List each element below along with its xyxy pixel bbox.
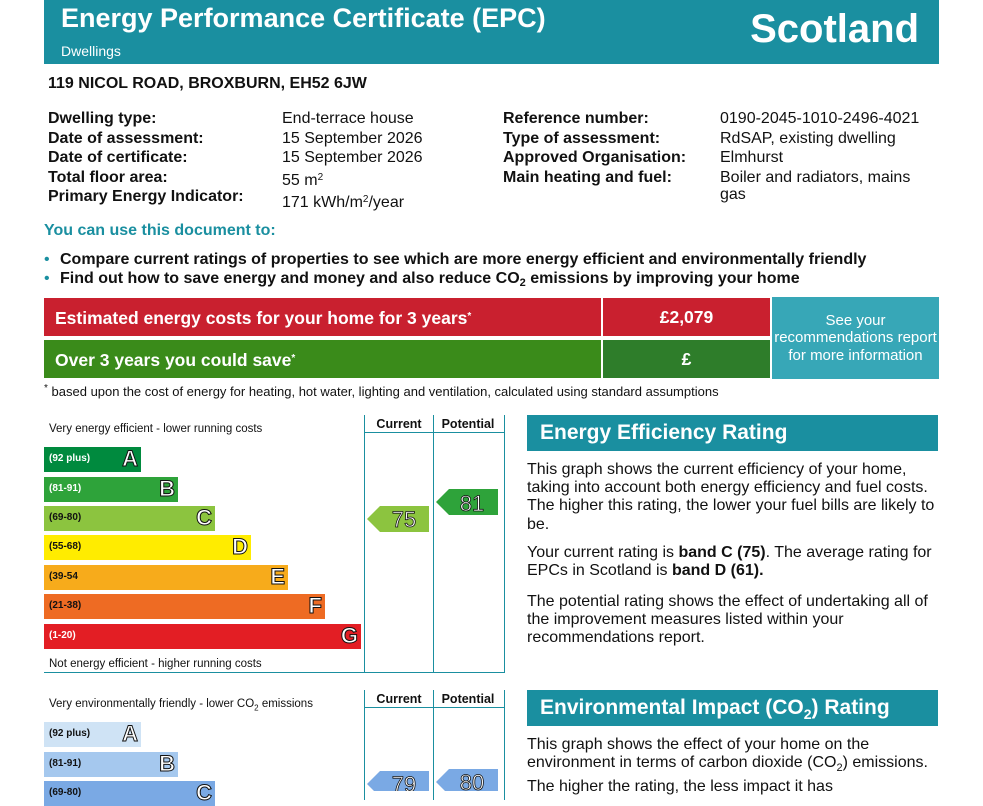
env-graph-frame: [364, 690, 505, 800]
savings-value: £: [603, 340, 770, 378]
env-col-potential: Potential: [441, 692, 495, 706]
bullet-save: • Find out how to save energy and money a…: [44, 270, 800, 289]
energy-band-a: (92 plus) A: [44, 446, 141, 472]
env-graph-header-line: [364, 707, 504, 708]
detail-label: Type of assessment:: [503, 129, 661, 147]
heating-fuel-value-line2: gas: [720, 186, 746, 203]
approved-organisation-value: Elmhurst: [720, 149, 784, 166]
use-document-heading: You can use this document to:: [44, 222, 276, 239]
env-rating-para1: This graph shows the effect of your home…: [527, 736, 928, 795]
estimated-cost-value: £2,079: [603, 298, 770, 336]
detail-label: Total floor area:: [48, 168, 168, 186]
energy-band-c: (69-80) C: [44, 505, 215, 531]
cost-footnote: * based upon the cost of energy for heat…: [44, 383, 719, 399]
energy-graph-baseline: [44, 672, 504, 673]
energy-col-potential: Potential: [441, 417, 495, 431]
assessment-type-value: RdSAP, existing dwelling: [720, 129, 896, 147]
detail-label: Date of certificate:: [48, 149, 188, 166]
details-left-values: End-terrace house 15 September 2026 15 S…: [282, 109, 423, 213]
energy-band-e: (39-54 E: [44, 564, 288, 590]
detail-label: Date of assessment:: [48, 129, 204, 147]
energy-top-note: Very energy efficient - lower running co…: [49, 423, 263, 435]
property-address: 119 NICOL ROAD, BROXBURN, EH52 6JW: [48, 75, 367, 92]
energy-rating-para1: This graph shows the current efficiency …: [527, 461, 935, 533]
energy-current-value: 75: [392, 507, 416, 532]
env-top-note: Very environmentally friendly - lower CO…: [49, 698, 313, 713]
assessment-date-value: 15 September 2026: [282, 129, 423, 147]
estimated-cost-label: Estimated energy costs for your home for…: [44, 298, 601, 336]
energy-band-d: (55-68) D: [44, 534, 251, 560]
details-right-labels: Reference number: Type of assessment: Ap…: [503, 109, 686, 187]
bullet-icon: •: [44, 270, 50, 287]
env-current-arrow: [367, 771, 429, 791]
certificate-title: Energy Performance Certificate (EPC): [61, 3, 546, 33]
certificate-subtitle: Dwellings: [61, 43, 121, 59]
energy-bottom-note: Not energy efficient - higher running co…: [49, 658, 262, 670]
primary-energy-value: 171 kWh/m2/year: [282, 194, 405, 211]
energy-potential-value: 81: [460, 491, 484, 516]
bullet-compare: • Compare current ratings of properties t…: [44, 251, 867, 268]
energy-graph-divider: [433, 415, 434, 673]
energy-rating-arrows: 75 81: [367, 489, 498, 532]
detail-label: Primary Energy Indicator:: [48, 188, 244, 205]
recommendations-link[interactable]: See your recommendations report for more…: [772, 297, 939, 379]
detail-label: Approved Organisation:: [503, 149, 687, 166]
energy-band-g: (1-20) G: [44, 623, 361, 649]
reference-number-value: 0190-2045-1010-2496-4021: [720, 110, 920, 127]
heating-fuel-value: Boiler and radiators, mains: [720, 168, 911, 186]
detail-label: Dwelling type:: [48, 110, 157, 127]
env-band-b: (81-91) B: [44, 751, 178, 777]
country-label: Scotland: [750, 7, 919, 51]
env-graph-divider: [433, 690, 434, 800]
env-band-c: (69-80) C: [44, 780, 215, 806]
energy-current-arrow: [367, 506, 429, 532]
env-band-a: (92 plus) A: [44, 721, 141, 747]
energy-graph-header-line: [364, 432, 504, 433]
env-current-value: 79: [392, 772, 416, 791]
floor-area-value: 55 m2: [282, 171, 324, 189]
epc-header: Energy Performance Certificate (EPC) Dwe…: [44, 0, 939, 64]
certificate-date-value: 15 September 2026: [282, 149, 423, 166]
energy-col-current: Current: [376, 417, 422, 431]
savings-label: Over 3 years you could save*: [44, 340, 601, 378]
bullet-icon: •: [44, 251, 50, 268]
env-col-current: Current: [376, 692, 422, 706]
energy-rating-para3: The potential rating shows the effect of…: [527, 593, 928, 647]
details-right-values: 0190-2045-1010-2496-4021 RdSAP, existing…: [720, 109, 920, 203]
energy-potential-arrow: [436, 489, 498, 515]
dwelling-type-value: End-terrace house: [282, 110, 414, 127]
details-left-labels: Dwelling type: Date of assessment: Date …: [48, 109, 244, 207]
env-potential-value: 80: [460, 770, 484, 791]
energy-rating-para2: Your current rating is band C (75). The …: [527, 544, 932, 580]
env-rating-heading: Environmental Impact (CO2) Rating: [527, 690, 938, 726]
energy-band-f: (21-38) F: [44, 593, 325, 619]
energy-rating-heading: Energy Efficiency Rating: [527, 415, 938, 451]
env-potential-arrow: [436, 769, 498, 791]
detail-label: Reference number:: [503, 110, 649, 127]
energy-band-b: (81-91) B: [44, 476, 178, 502]
detail-label: Main heating and fuel:: [503, 168, 672, 186]
env-rating-arrows: 79 80: [367, 769, 498, 791]
energy-graph-frame: [364, 415, 505, 673]
